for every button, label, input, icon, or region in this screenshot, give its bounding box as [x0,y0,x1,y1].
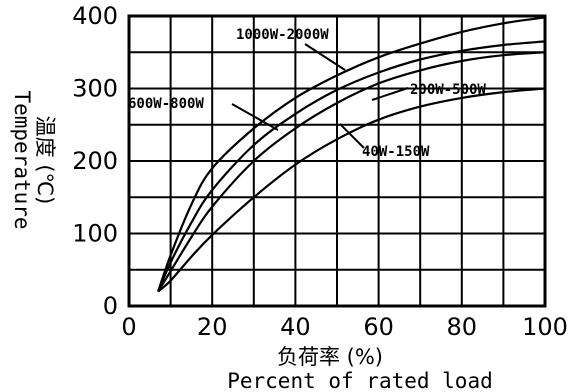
series-label-leader [371,87,409,101]
series-label-leader [339,123,365,149]
label-leaders [231,43,409,149]
series-label: 1000W-2000W [236,27,329,43]
x-tick-label: 20 [197,313,228,341]
x-tick-label: 60 [363,313,394,341]
y-tick-label: 100 [72,220,118,248]
series-line [157,40,546,292]
x-tick-label: 0 [121,313,136,341]
series-label: 40W-150W [362,144,430,160]
x-axis-title-cn: 负荷率 (%) [277,345,383,369]
x-axis-title: Percent of rated load [227,369,493,392]
series-curves [157,16,546,293]
x-tick-label: 100 [522,313,568,341]
series-label: 200W-500W [410,82,486,98]
grid [129,16,545,306]
y-tick-label: 400 [72,2,118,30]
y-tick-labels: 0 100 200 300 400 [72,2,118,320]
y-axis-title-cn: 温度 (℃) [33,116,57,205]
series-label: 600W-800W [128,96,204,112]
y-tick-label: 0 [103,292,118,320]
series-line [157,87,546,293]
y-axis-title: Temperature [10,90,34,229]
plot-frame [127,14,547,308]
series-line [157,16,546,292]
x-tick-labels: 0 20 40 60 80 100 [121,313,568,341]
y-tick-label: 300 [72,75,118,103]
x-tick-label: 40 [280,313,311,341]
y-tick-label: 200 [72,147,118,175]
x-tick-label: 80 [447,313,478,341]
series-line [157,51,546,293]
series-label-leader [231,103,279,131]
series-label-leader [304,43,346,71]
series-labels: 1000W-2000W 600W-800W 200W-500W 40W-150W [128,27,486,160]
